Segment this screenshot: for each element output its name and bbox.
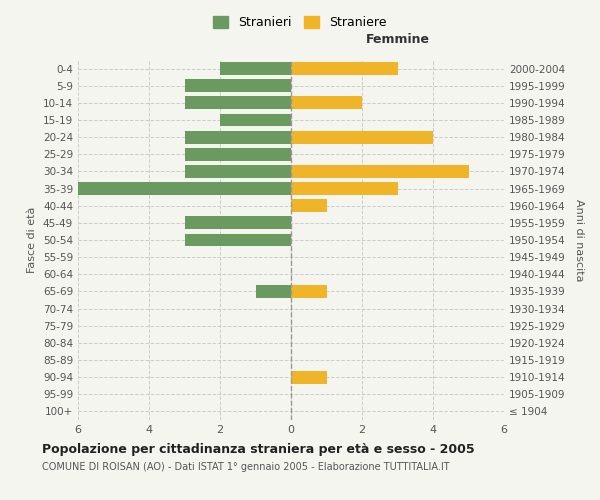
Bar (185, 148, 291, 160)
Bar (291, 285, 326, 298)
Bar (185, 234, 291, 246)
Bar (291, 130, 433, 143)
Bar (185, 216, 291, 230)
Bar (185, 165, 291, 178)
Bar (256, 285, 291, 298)
Bar (291, 62, 398, 75)
Bar (291, 182, 398, 195)
Y-axis label: Anni di nascita: Anni di nascita (574, 198, 584, 281)
Bar (185, 80, 291, 92)
Bar (220, 62, 291, 75)
Bar (291, 370, 326, 384)
Bar (185, 96, 291, 110)
Bar (78, 182, 291, 195)
Bar (291, 165, 469, 178)
Text: Popolazione per cittadinanza straniera per età e sesso - 2005: Popolazione per cittadinanza straniera p… (42, 442, 475, 456)
Bar (291, 200, 326, 212)
Bar (291, 96, 362, 110)
Text: Femmine: Femmine (365, 32, 430, 46)
Y-axis label: Fasce di età: Fasce di età (28, 207, 37, 273)
Bar (220, 114, 291, 126)
Bar (185, 130, 291, 143)
Text: COMUNE DI ROISAN (AO) - Dati ISTAT 1° gennaio 2005 - Elaborazione TUTTITALIA.IT: COMUNE DI ROISAN (AO) - Dati ISTAT 1° ge… (42, 462, 449, 472)
Legend: Stranieri, Straniere: Stranieri, Straniere (208, 11, 392, 34)
